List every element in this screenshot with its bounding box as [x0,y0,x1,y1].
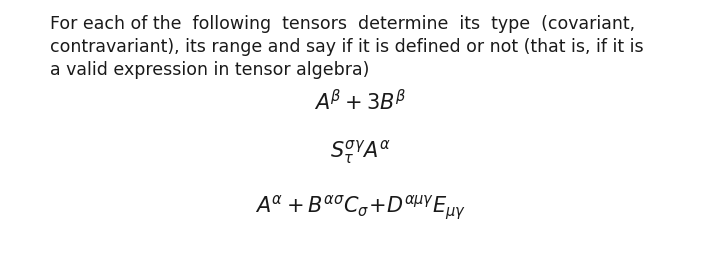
Text: $A^{\alpha} + B^{\alpha\sigma}C_{\sigma}\!+\!D^{\alpha\mu\gamma}E_{\mu\gamma}$: $A^{\alpha} + B^{\alpha\sigma}C_{\sigma}… [254,194,466,222]
Text: For each of the  following  tensors  determine  its  type  (covariant,: For each of the following tensors determ… [50,15,635,33]
Text: $A^{\beta} + 3B^{\beta}$: $A^{\beta} + 3B^{\beta}$ [314,89,406,115]
Text: $S_{\tau}^{\sigma\gamma}A^{\alpha}$: $S_{\tau}^{\sigma\gamma}A^{\alpha}$ [330,138,390,166]
Text: a valid expression in tensor algebra): a valid expression in tensor algebra) [50,61,369,79]
Text: contravariant), its range and say if it is defined or not (that is, if it is: contravariant), its range and say if it … [50,38,644,56]
